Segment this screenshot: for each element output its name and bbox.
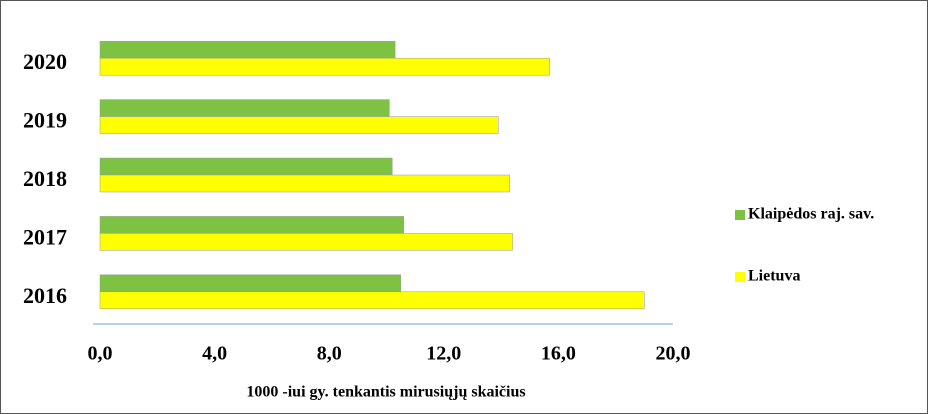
x-tick-label: 0,0 — [88, 343, 113, 365]
bar — [99, 40, 396, 59]
x-tick-label: 8,0 — [317, 343, 342, 365]
bar — [99, 216, 404, 234]
x-tick-label: 12,0 — [426, 343, 461, 365]
x-tick-label: 4,0 — [202, 343, 227, 365]
bar — [99, 157, 393, 176]
legend-swatch — [735, 210, 745, 220]
bar — [99, 291, 645, 310]
x-axis-title: 1000 -iui gy. tenkantis mirusiųjų skaiči… — [246, 384, 525, 401]
bar — [99, 274, 402, 293]
bar — [99, 233, 513, 251]
legend-swatch — [735, 272, 745, 282]
x-tick-label: 16,0 — [541, 343, 576, 365]
legend-label: Klaipėdos raj. sav. — [748, 206, 874, 223]
bar — [99, 116, 499, 134]
bar — [99, 57, 551, 76]
y-tick-label: 2017 — [23, 224, 67, 249]
x-tick-label: 20,0 — [656, 343, 691, 365]
y-tick-label: 2019 — [23, 108, 67, 133]
bar — [99, 99, 390, 117]
legend-label: Lietuva — [748, 268, 800, 285]
y-tick-label: 2018 — [23, 166, 67, 191]
bar — [99, 174, 510, 193]
y-tick-label: 2020 — [23, 49, 67, 74]
y-tick-label: 2016 — [23, 283, 67, 308]
